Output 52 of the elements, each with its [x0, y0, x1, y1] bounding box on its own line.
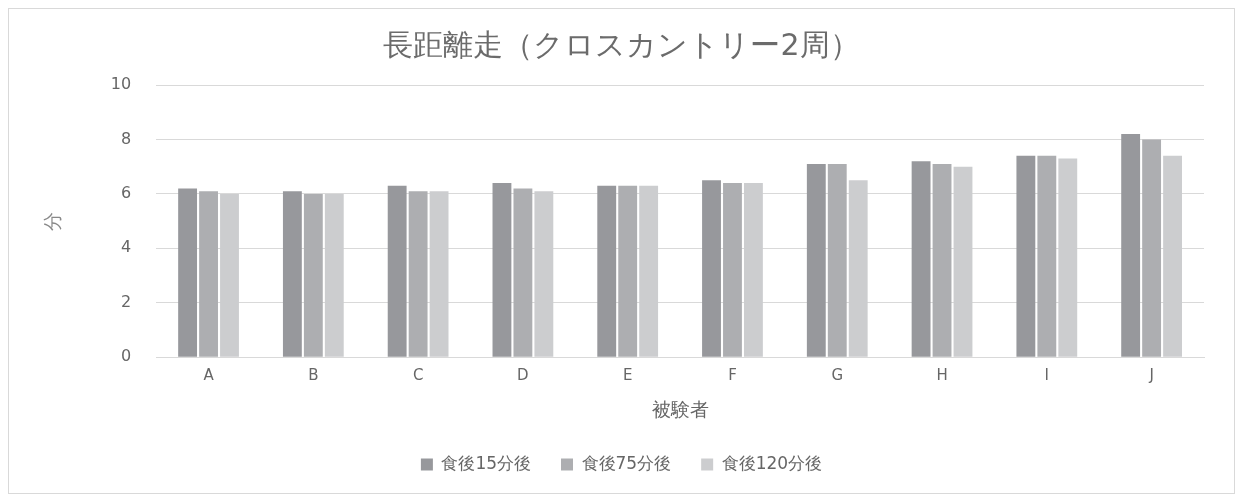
bar — [1058, 158, 1078, 357]
bar — [953, 166, 973, 357]
bar — [618, 185, 638, 357]
bar — [932, 163, 952, 357]
x-tick-label: E — [622, 366, 633, 385]
bar — [1037, 155, 1057, 357]
bar — [1121, 134, 1141, 357]
y-tick-label: 2 — [120, 291, 132, 311]
bar — [534, 191, 554, 357]
bar — [429, 191, 449, 357]
bar — [1163, 155, 1182, 357]
x-tick-label: A — [203, 366, 215, 385]
y-tick-label: 10 — [110, 74, 132, 94]
bar — [324, 193, 344, 357]
y-tick-label: 0 — [120, 346, 132, 366]
bar — [513, 188, 533, 357]
x-tick-label: F — [728, 366, 737, 385]
x-tick-label: D — [517, 366, 529, 385]
bar — [492, 182, 512, 357]
bar — [827, 163, 847, 357]
x-tick-label: J — [1148, 366, 1154, 385]
y-axis-title: 分 — [41, 211, 64, 231]
bar — [911, 161, 931, 357]
chart-title: 長距離走（クロスカントリー2周） — [383, 26, 860, 62]
bar — [303, 193, 323, 357]
legend-label: 食後75分後 — [581, 452, 672, 473]
bar — [806, 163, 826, 357]
x-tick-label: C — [412, 366, 424, 385]
bar — [723, 182, 742, 357]
bar — [282, 191, 302, 357]
bar — [1142, 139, 1162, 357]
bar — [744, 182, 763, 357]
y-tick-label: 8 — [120, 128, 132, 148]
legend-label: 食後120分後 — [721, 452, 823, 473]
bar — [1016, 155, 1036, 357]
bar — [178, 188, 198, 357]
x-axis-title: 被験者 — [651, 397, 709, 420]
bar — [597, 185, 617, 357]
x-tick-label: I — [1044, 366, 1050, 385]
bar — [408, 191, 428, 357]
x-tick-label: H — [936, 366, 948, 385]
bar — [702, 180, 721, 357]
bar — [199, 191, 218, 357]
x-tick-label: B — [308, 366, 319, 385]
y-tick-label: 4 — [120, 237, 132, 257]
y-tick-label: 6 — [120, 183, 132, 203]
bar — [848, 180, 868, 357]
legend-label: 食後15分後 — [441, 452, 532, 473]
bar — [220, 193, 239, 357]
bar — [387, 185, 407, 357]
x-tick-label: G — [831, 366, 844, 385]
bar — [639, 185, 659, 357]
